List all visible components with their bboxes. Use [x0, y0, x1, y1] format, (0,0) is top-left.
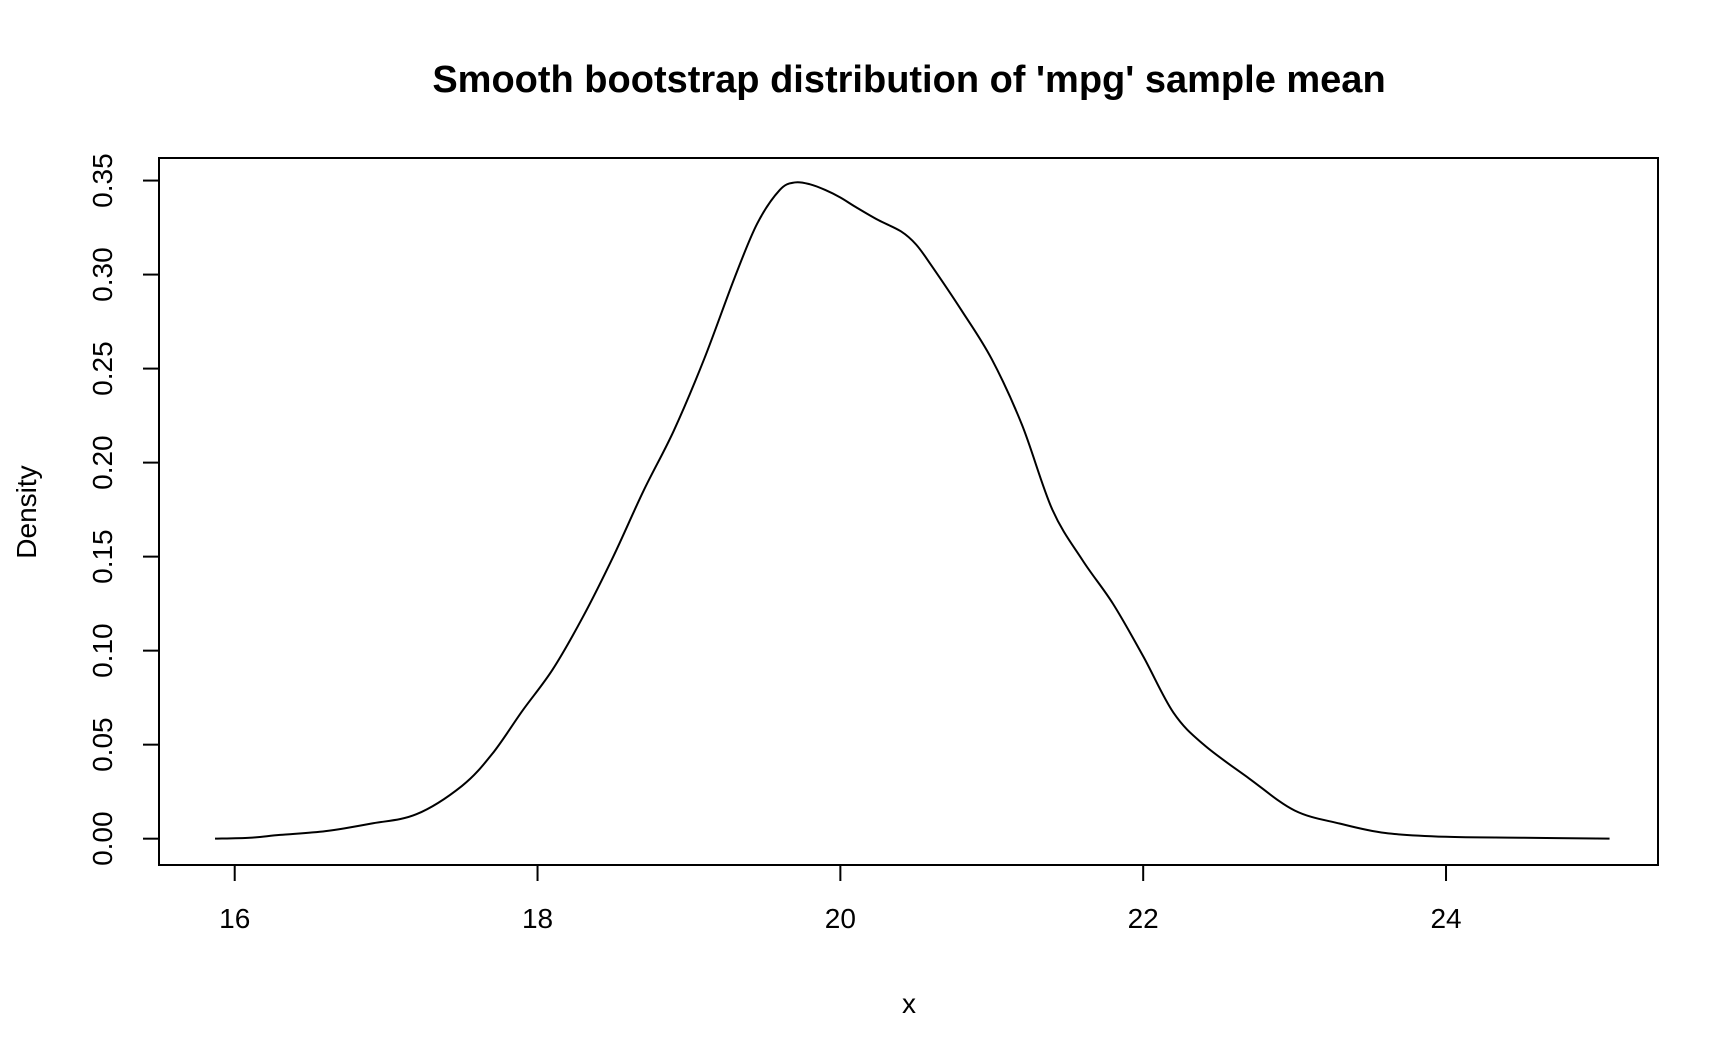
x-tick-label: 16	[219, 903, 250, 934]
x-tick-label: 22	[1128, 903, 1159, 934]
y-tick-label: 0.30	[87, 247, 118, 302]
x-axis-title: x	[902, 988, 916, 1019]
chart-title: Smooth bootstrap distribution of 'mpg' s…	[432, 59, 1385, 101]
density-curve	[214, 181, 1610, 840]
y-axis-title: Density	[11, 465, 42, 558]
y-tick-label: 0.10	[87, 623, 118, 678]
x-axis: 16 18 20 22 24	[219, 864, 1462, 934]
y-tick-label: 0.00	[87, 811, 118, 866]
x-tick-label: 24	[1430, 903, 1461, 934]
y-tick-label: 0.35	[87, 153, 118, 208]
y-tick-label: 0.20	[87, 435, 118, 490]
x-tick-label: 18	[522, 903, 553, 934]
y-tick-label: 0.25	[87, 341, 118, 396]
x-tick-label: 20	[825, 903, 856, 934]
y-tick-label: 0.15	[87, 529, 118, 584]
plot-area-frame	[158, 157, 1659, 866]
y-axis: 0.00 0.05 0.10 0.15 0.20 0.25 0.30 0.35	[87, 153, 160, 866]
y-tick-label: 0.05	[87, 717, 118, 772]
